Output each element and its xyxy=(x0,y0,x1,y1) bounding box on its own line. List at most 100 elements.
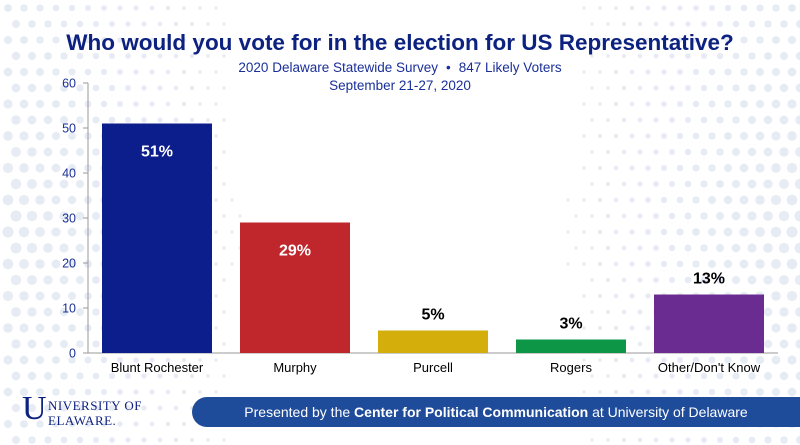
background-dot xyxy=(700,276,708,284)
background-dot xyxy=(597,229,603,235)
background-dot xyxy=(621,53,627,59)
background-dot xyxy=(716,148,724,156)
background-dot xyxy=(764,52,772,60)
background-dot xyxy=(653,245,659,251)
background-dot xyxy=(795,51,800,61)
background-dot xyxy=(692,196,700,204)
background-dot xyxy=(763,83,773,93)
background-dot xyxy=(676,132,684,140)
background-dot xyxy=(740,36,748,44)
background-dot xyxy=(598,294,602,298)
background-dot xyxy=(36,68,44,76)
subtitle-survey: 2020 Delaware Statewide Survey xyxy=(238,60,439,75)
background-dot xyxy=(606,86,610,90)
background-dot xyxy=(92,116,100,124)
background-dot xyxy=(653,21,659,27)
background-dot xyxy=(786,290,798,302)
logo-letter-u: U xyxy=(22,390,47,427)
background-dot xyxy=(582,6,586,10)
background-dot xyxy=(68,4,76,12)
background-dot xyxy=(206,86,210,90)
background-dot xyxy=(173,85,179,91)
background-dot xyxy=(629,325,635,331)
background-dot xyxy=(59,211,69,221)
background-dot xyxy=(787,67,797,77)
background-dot xyxy=(165,5,171,11)
background-dot xyxy=(68,132,76,140)
background-dot xyxy=(566,198,570,202)
background-dot xyxy=(779,51,789,61)
background-dot xyxy=(700,84,708,92)
background-dot xyxy=(660,228,668,236)
background-dot xyxy=(51,259,61,269)
background-dot xyxy=(613,325,619,331)
background-dot xyxy=(590,310,594,314)
background-dot xyxy=(3,67,13,77)
background-dot xyxy=(52,388,60,396)
background-dot xyxy=(685,373,691,379)
background-dot xyxy=(12,436,20,444)
background-dot xyxy=(708,68,716,76)
background-dot xyxy=(67,227,77,237)
background-dot xyxy=(732,20,740,28)
background-dot xyxy=(684,244,692,252)
background-dot xyxy=(10,242,22,254)
background-dot xyxy=(740,68,748,76)
background-dot xyxy=(222,342,226,346)
background-dot xyxy=(669,149,675,155)
background-dot xyxy=(76,84,84,92)
background-dot xyxy=(76,372,84,380)
background-dot xyxy=(68,388,76,396)
background-dot xyxy=(787,355,797,365)
background-dot xyxy=(3,99,13,109)
background-dot xyxy=(92,20,100,28)
background-dot xyxy=(68,36,76,44)
background-dot xyxy=(645,5,651,11)
background-dot xyxy=(51,323,61,333)
background-dot xyxy=(732,116,740,124)
background-dot xyxy=(165,101,171,107)
background-dot xyxy=(92,84,100,92)
background-dot xyxy=(43,275,53,285)
background-dot xyxy=(653,373,659,379)
background-dot xyxy=(67,259,77,269)
background-dot xyxy=(2,290,14,302)
background-dot xyxy=(629,37,635,43)
footer-bar: Presented by the Center for Political Co… xyxy=(192,397,800,427)
background-dot xyxy=(661,101,667,107)
background-dot xyxy=(20,420,28,428)
background-dot xyxy=(677,5,683,11)
background-dot xyxy=(582,70,586,74)
background-dot xyxy=(19,163,29,173)
background-dot xyxy=(669,85,675,91)
background-dot xyxy=(20,4,28,12)
background-dot xyxy=(739,227,749,237)
background-dot xyxy=(214,102,218,106)
background-dot xyxy=(157,21,163,27)
background-dot xyxy=(44,20,52,28)
background-dot xyxy=(149,5,155,11)
background-dot xyxy=(677,389,683,395)
background-dot xyxy=(629,197,635,203)
background-dot xyxy=(661,5,667,11)
background-dot xyxy=(653,277,659,283)
background-dot xyxy=(10,178,22,190)
x-tick-label: Blunt Rochester xyxy=(111,360,204,375)
background-dot xyxy=(629,357,635,363)
data-label: 13% xyxy=(693,271,725,288)
background-dot xyxy=(771,131,781,141)
background-dot xyxy=(668,244,676,252)
background-dot xyxy=(35,99,45,109)
background-dot xyxy=(198,390,202,394)
background-dot xyxy=(613,69,619,75)
background-dot xyxy=(36,388,44,396)
background-dot xyxy=(116,356,124,364)
background-dot xyxy=(692,228,700,236)
background-dot xyxy=(19,131,29,141)
background-dot xyxy=(214,70,218,74)
background-dot xyxy=(787,35,797,45)
background-dot xyxy=(165,69,171,75)
background-dot xyxy=(222,182,226,186)
background-dot xyxy=(141,85,147,91)
background-dot xyxy=(222,246,226,250)
